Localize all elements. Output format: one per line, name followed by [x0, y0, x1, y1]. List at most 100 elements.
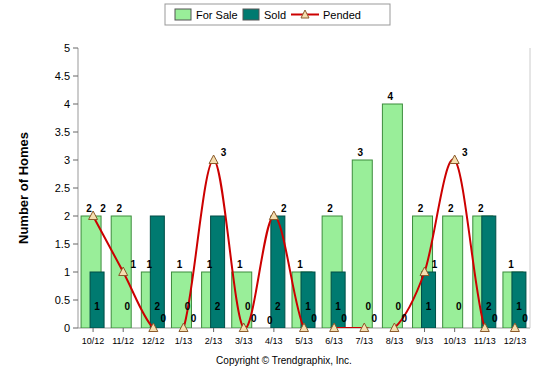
x-tick-label: 9/13	[416, 336, 434, 346]
plot-area	[81, 104, 526, 328]
data-label: 1	[426, 301, 432, 312]
marker	[480, 323, 489, 332]
legend-frame	[165, 4, 390, 25]
data-label: 1	[335, 301, 341, 312]
line	[93, 159, 515, 328]
marker	[330, 323, 339, 332]
data-label: 1	[237, 259, 243, 270]
legend-swatch	[243, 9, 259, 20]
x-tick-label: 2/13	[205, 336, 223, 346]
data-label: 0	[185, 301, 191, 312]
x-tick	[93, 328, 94, 332]
marker	[300, 323, 309, 332]
y-tick	[73, 328, 78, 329]
data-label: 2	[281, 203, 287, 214]
data-label: 0	[191, 313, 197, 324]
bar	[382, 104, 402, 328]
y-tick-label: 2.5	[55, 182, 70, 194]
bar	[211, 216, 225, 328]
x-tick-label: 11/13	[474, 336, 496, 346]
data-label: 1	[516, 301, 522, 312]
marker	[450, 155, 459, 164]
x-tick-label: 11/12	[112, 336, 134, 346]
data-label: 1	[94, 301, 100, 312]
x-tick	[213, 328, 214, 332]
x-tick	[273, 328, 274, 332]
data-label: 1	[305, 301, 311, 312]
x-tick-label: 5/13	[295, 336, 313, 346]
plot-frame	[530, 48, 531, 328]
data-label: 1	[297, 259, 303, 270]
y-tick	[73, 132, 78, 133]
data-label: 1	[432, 259, 438, 270]
y-tick-label: 4	[64, 98, 70, 110]
y-tick-label: 0.5	[55, 294, 70, 306]
data-label: 0	[161, 313, 167, 324]
y-tick-label: 1	[64, 266, 70, 278]
data-label: 0	[245, 301, 251, 312]
x-tick-label: 1/13	[175, 336, 193, 346]
legend-label: For Sale	[196, 9, 238, 21]
marker	[89, 211, 98, 220]
data-label: 0	[371, 313, 377, 324]
data-label: 1	[130, 259, 136, 270]
data-label: 2	[275, 301, 281, 312]
data-label: 2	[478, 203, 484, 214]
marker	[269, 211, 278, 220]
y-tick-label: 5	[64, 42, 70, 54]
bar	[352, 160, 372, 328]
data-label: 0	[522, 313, 528, 324]
data-label: 0	[365, 301, 371, 312]
legend-label: Pended	[323, 9, 361, 21]
data-label: 2	[486, 301, 492, 312]
x-tick-label: 8/13	[386, 336, 404, 346]
data-label: 0	[492, 313, 498, 324]
marker	[510, 323, 519, 332]
data-label: 1	[147, 259, 153, 270]
y-tick	[73, 272, 78, 273]
x-tick	[424, 328, 425, 332]
marker	[149, 323, 158, 332]
x-tick-label: 3/13	[235, 336, 253, 346]
data-label: 2	[418, 203, 424, 214]
bar	[452, 328, 466, 329]
y-tick	[73, 48, 78, 49]
y-axis-title: Number of Homes	[16, 132, 31, 244]
data-label: 2	[100, 203, 106, 214]
bar	[111, 216, 131, 328]
y-tick	[73, 104, 78, 105]
y-tick	[73, 216, 78, 217]
bar	[90, 272, 104, 328]
legend: For SaleSoldPended	[165, 4, 390, 25]
chart: 00.511.522.533.544.5510/1211/1212/121/13…	[0, 0, 555, 376]
x-tick-label: 10/12	[82, 336, 105, 346]
data-label: 0	[456, 301, 462, 312]
data-label: 0	[396, 301, 402, 312]
data-label: 0	[311, 313, 317, 324]
marker	[179, 323, 188, 332]
y-tick-label: 3.5	[55, 126, 70, 138]
y-tick-label: 2	[64, 210, 70, 222]
marker	[239, 323, 248, 332]
y-tick	[73, 188, 78, 189]
data-label: 2	[448, 203, 454, 214]
y-tick-label: 3	[64, 154, 70, 166]
bar	[150, 216, 164, 328]
x-tick-label: 10/13	[443, 336, 466, 346]
data-label: 2	[86, 203, 92, 214]
data-label: 2	[155, 301, 161, 312]
x-tick-label: 12/12	[142, 336, 165, 346]
bar	[422, 272, 436, 328]
data-label: 0	[124, 301, 130, 312]
data-label: 1	[207, 259, 213, 270]
marker	[420, 267, 429, 276]
bar	[482, 216, 496, 328]
data-label: 0	[402, 313, 408, 324]
data-label: 3	[462, 147, 468, 158]
data-label: 1	[177, 259, 183, 270]
data-label: 3	[221, 147, 227, 158]
x-tick-label: 12/13	[504, 336, 527, 346]
data-label: 3	[357, 147, 363, 158]
y-tick	[73, 244, 78, 245]
y-tick	[73, 160, 78, 161]
